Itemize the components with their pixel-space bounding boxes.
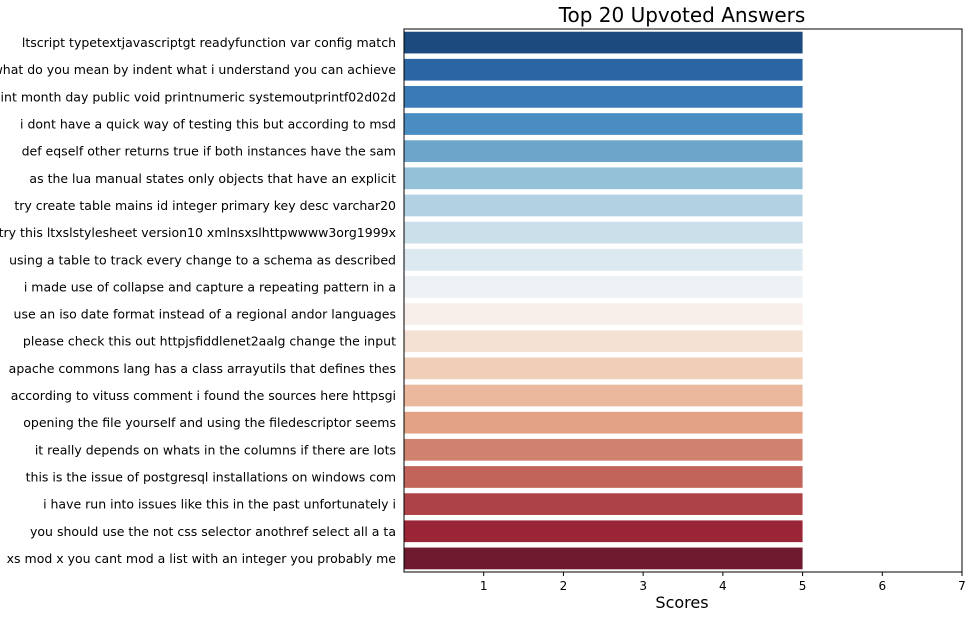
category-label: def eqself other returns true if both in… bbox=[22, 144, 396, 159]
category-label: you should use the not css selector anot… bbox=[30, 524, 396, 539]
bar bbox=[404, 493, 803, 515]
x-tick-label: 7 bbox=[958, 579, 966, 593]
category-label: apache commons lang has a class arrayuti… bbox=[9, 361, 396, 376]
x-tick-label: 2 bbox=[560, 579, 568, 593]
x-tick-label: 1 bbox=[480, 579, 488, 593]
bar bbox=[404, 113, 803, 135]
x-axis-label: Scores bbox=[655, 593, 708, 612]
category-label: i have run into issues like this in the … bbox=[43, 497, 396, 512]
bar bbox=[404, 357, 803, 380]
bar bbox=[404, 330, 803, 353]
bar bbox=[404, 248, 803, 271]
category-label: int month day public void printnumeric s… bbox=[1, 89, 396, 104]
x-tick-label: 4 bbox=[719, 579, 727, 593]
category-label: as the lua manual states only objects th… bbox=[29, 171, 396, 186]
category-label: i dont have a quick way of testing this … bbox=[20, 117, 396, 132]
category-label: try create table mains id integer primar… bbox=[14, 198, 396, 213]
bar bbox=[404, 86, 803, 108]
category-labels: ltscript typetextjavascriptgt readyfunct… bbox=[0, 35, 396, 566]
bar bbox=[404, 194, 803, 217]
category-label: using a table to track every change to a… bbox=[9, 252, 396, 267]
x-axis-ticks: 1 2 3 4 5 6 7 bbox=[480, 572, 966, 593]
category-label: i made use of collapse and capture a rep… bbox=[24, 279, 396, 294]
bar bbox=[404, 438, 803, 461]
bar bbox=[404, 167, 803, 190]
bar bbox=[404, 140, 803, 163]
bar bbox=[404, 520, 803, 543]
bars-group bbox=[404, 31, 803, 570]
x-tick-label: 5 bbox=[799, 579, 807, 593]
category-label: what do you mean by indent what i unders… bbox=[0, 62, 396, 77]
category-label: according to vituss comment i found the … bbox=[11, 388, 396, 403]
category-label: use an iso date format instead of a regi… bbox=[14, 307, 396, 322]
chart-title: Top 20 Upvoted Answers bbox=[558, 3, 806, 27]
category-label: please check this out httpjsfiddlenet2aa… bbox=[23, 334, 396, 349]
bar bbox=[404, 411, 803, 434]
bar bbox=[404, 384, 803, 407]
bar bbox=[404, 58, 803, 81]
category-label: opening the file yourself and using the … bbox=[23, 415, 396, 430]
plot-frame bbox=[403, 28, 963, 573]
category-label: xs mod x you cant mod a list with an int… bbox=[7, 551, 397, 566]
bar bbox=[404, 547, 803, 570]
bar bbox=[404, 31, 803, 54]
x-tick-label: 6 bbox=[878, 579, 886, 593]
bar bbox=[404, 303, 803, 325]
category-label: try this ltxslstylesheet version10 xmlns… bbox=[0, 225, 396, 240]
category-label: this is the issue of postgresql installa… bbox=[26, 469, 396, 484]
bar bbox=[404, 466, 803, 488]
axes-frame bbox=[403, 28, 963, 573]
category-label: it really depends on whats in the column… bbox=[35, 442, 396, 457]
bar bbox=[404, 221, 803, 244]
bar bbox=[404, 276, 803, 298]
category-label: ltscript typetextjavascriptgt readyfunct… bbox=[22, 35, 396, 50]
x-tick-label: 3 bbox=[639, 579, 647, 593]
